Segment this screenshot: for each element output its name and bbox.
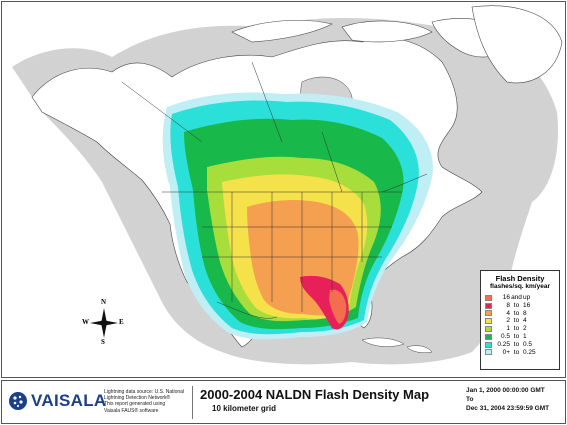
legend-sep: to: [513, 348, 520, 356]
footer-divider: [192, 386, 193, 419]
map-subtitle: 10 kilometer grid: [212, 404, 277, 413]
compass-rose: N S W E: [82, 298, 124, 346]
legend-high: up: [523, 294, 531, 301]
credit-line: Vaisala FAUS® software: [104, 407, 159, 414]
legend-low: 0.5: [500, 332, 510, 340]
legend-row: 0+ to 0.25: [485, 349, 555, 357]
legend-sep: to: [513, 309, 520, 317]
legend-high: 0.5: [523, 340, 533, 348]
credit-line: This report generated using: [104, 401, 166, 408]
legend-sep: to: [513, 325, 520, 333]
data-source-credit: Lightning data source: U.S. National Lig…: [104, 389, 189, 414]
legend-row: 16 and up: [485, 294, 555, 302]
legend-row: 4 to 8: [485, 310, 555, 318]
caribbean-islands: [361, 337, 433, 354]
legend-swatch: [485, 349, 492, 356]
legend-swatch: [485, 326, 492, 333]
density-16-up: [329, 289, 347, 324]
legend-low: 2: [506, 317, 510, 325]
political-boundaries: [121, 61, 428, 319]
legend-row: 0.25 to 0.5: [485, 341, 555, 349]
land-greenland: [471, 5, 563, 84]
legend-sep: to: [513, 301, 520, 309]
legend-swatch: [485, 333, 492, 340]
legend-sep: to: [513, 332, 520, 340]
legend-low: 1: [506, 325, 510, 333]
legend-low: 16: [502, 294, 510, 301]
legend-low: 0.25: [497, 340, 510, 348]
date-to-label: To: [466, 395, 474, 403]
credit-line: Lightning Detection Network®: [104, 395, 171, 402]
legend-swatch: [485, 318, 492, 325]
legend-low: 0+: [502, 348, 510, 356]
compass-w: W: [82, 318, 89, 326]
map-title: 2000-2004 NALDN Flash Density Map: [200, 387, 430, 402]
legend-low: 8: [506, 301, 510, 309]
credit-line: Lightning data source: U.S. National: [104, 389, 185, 395]
date-from: Jan 1, 2000 00:00:00 GMT: [466, 387, 545, 394]
compass-n: N: [101, 298, 107, 306]
legend-rows: 16 and up 8 to 16 4 to 8 2 to 4 1 to 2 0.5 to 1 0.25 to 0.5 0…: [485, 294, 555, 356]
legend-high: 1: [523, 332, 527, 340]
flash-density-legend: Flash Density flashes/sq. km/year 16 and u…: [480, 270, 560, 370]
legend-swatch: [485, 294, 492, 301]
legend-row: 2 to 4: [485, 317, 555, 325]
flash-density-map: [1, 1, 566, 378]
legend-row: 1 to 2: [485, 325, 555, 333]
date-to: Dec 31, 2004 23:59:59 GMT: [466, 404, 550, 412]
legend-swatch: [485, 341, 492, 348]
footer-banner: VAISALA Lightning data source: U.S. Nati…: [1, 380, 566, 424]
legend-row: 8 to 16: [485, 302, 555, 310]
legend-title: Flash Density: [495, 274, 545, 283]
legend-high: 0.25: [523, 348, 536, 356]
legend-sep: to: [513, 340, 520, 348]
legend-subtitle: flashes/sq. km/year: [490, 283, 550, 290]
legend-row: 0.5 to 1: [485, 333, 555, 341]
vaisala-logo: VAISALA: [8, 391, 106, 411]
brand-name: VAISALA: [31, 391, 107, 410]
vaisala-globe-icon: [9, 392, 27, 410]
compass-e: E: [119, 318, 124, 326]
legend-high: 2: [523, 325, 527, 333]
legend-high: 16: [523, 301, 531, 309]
legend-high: 4: [523, 317, 527, 325]
legend-low: 4: [506, 309, 510, 317]
compass-icon: [90, 308, 118, 338]
legend-sep: and: [511, 294, 522, 301]
compass-s: S: [101, 338, 105, 346]
legend-swatch: [485, 302, 492, 309]
legend-swatch: [485, 310, 492, 317]
date-range: Jan 1, 2000 00:00:00 GMT To Dec 31, 2004…: [466, 387, 549, 413]
legend-sep: to: [513, 317, 520, 325]
legend-high: 8: [523, 309, 527, 317]
map-canvas: [12, 5, 563, 365]
